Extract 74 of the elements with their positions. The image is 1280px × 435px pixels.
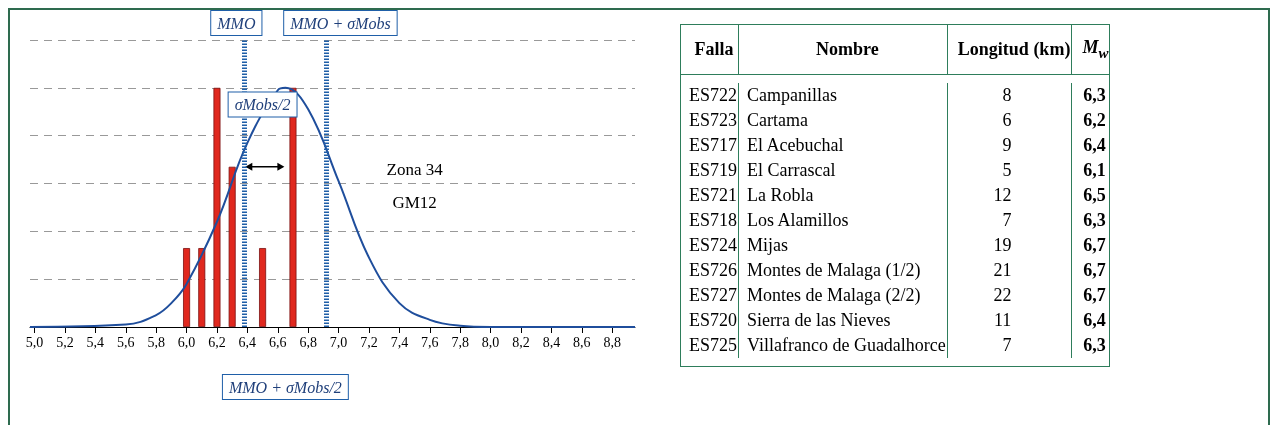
x-tick-label: 8,4	[542, 334, 561, 350]
text: 6,7	[1083, 259, 1106, 280]
text: ES724	[689, 234, 738, 255]
text: ES723	[689, 109, 738, 130]
x-tick-label: 5,0	[25, 334, 44, 350]
text: Cartama	[747, 109, 808, 130]
text: ES721	[689, 184, 738, 205]
text: 8	[1002, 84, 1012, 105]
x-tick-label: 7,0	[329, 334, 348, 350]
ref-line-label: MMO + σMobs	[289, 14, 391, 32]
text: ES725	[689, 334, 738, 355]
text: Villafranco de Guadalhorce	[747, 334, 946, 355]
text: 6,3	[1083, 334, 1106, 355]
x-tick-label: 8,0	[481, 334, 500, 350]
text: El Acebuchal	[747, 134, 844, 155]
text: ES720	[689, 309, 738, 330]
text: El Carrascal	[747, 159, 836, 180]
x-tick-label: 6,8	[299, 334, 317, 350]
text: ES727	[689, 284, 738, 305]
text: ES722	[689, 84, 738, 105]
text: 22	[993, 284, 1012, 305]
text: 6	[1002, 109, 1012, 130]
x-tick-label: 8,6	[573, 334, 591, 350]
x-tick-label: 5,2	[56, 334, 74, 350]
text: 6,4	[1083, 309, 1106, 330]
x-tick-label: 6,6	[269, 334, 287, 350]
category-label: Longitud (km)	[947, 24, 1072, 75]
x-tick-label: 7,4	[390, 334, 409, 350]
annotation: σMobs/2	[234, 96, 291, 114]
x-tick-label: 5,8	[147, 334, 165, 350]
x-tick-label: 6,0	[177, 334, 196, 350]
x-tick-label: 6,4	[238, 334, 257, 350]
text: ES726	[689, 259, 738, 280]
text: 9	[1002, 134, 1012, 155]
text: 12	[993, 184, 1012, 205]
text: 6,3	[1083, 209, 1106, 230]
x-tick-label: 8,8	[603, 334, 621, 350]
x-tick-label: 7,2	[360, 334, 378, 350]
text: 5	[1002, 159, 1012, 180]
text: 6,7	[1083, 284, 1106, 305]
text: Mijas	[747, 234, 789, 255]
text: MMO + σMobs/2	[227, 378, 342, 396]
text: 11	[994, 309, 1012, 330]
annotation: GM12	[392, 193, 437, 213]
category-label: M$_{w}$	[1071, 24, 1110, 75]
ref-line-label: MMO	[216, 14, 256, 32]
text: Campanillas	[747, 84, 837, 105]
text: ES717	[689, 134, 738, 155]
category-label: Nombre	[738, 24, 948, 75]
x-tick-label: 6,2	[208, 334, 226, 350]
text: 6,5	[1083, 184, 1106, 205]
text: 6,1	[1083, 159, 1106, 180]
text: 6,3	[1083, 84, 1106, 105]
text: Montes de Malaga (2/2)	[747, 284, 921, 305]
text: 21	[993, 259, 1012, 280]
x-tick-label: 7,6	[421, 334, 439, 350]
text: ES719	[689, 159, 738, 180]
text: ES718	[689, 209, 738, 230]
x-tick-label: 5,4	[86, 334, 105, 350]
text: 19	[993, 234, 1012, 255]
text: Los Alamillos	[747, 209, 849, 230]
x-tick-label: 7,8	[451, 334, 469, 350]
text: 7	[1002, 334, 1012, 355]
x-tick-label: 5,6	[117, 334, 135, 350]
x-tick-label: 8,2	[512, 334, 530, 350]
text: 7	[1002, 209, 1012, 230]
category-label: Falla	[693, 37, 735, 61]
text: Montes de Malaga (1/2)	[747, 259, 921, 280]
text: La Robla	[747, 184, 814, 205]
text: 6,4	[1083, 134, 1106, 155]
text: Sierra de las Nieves	[747, 309, 891, 330]
annotation: Zona 34	[386, 159, 444, 179]
text: 6,7	[1083, 234, 1106, 255]
text: 6,2	[1083, 109, 1106, 130]
